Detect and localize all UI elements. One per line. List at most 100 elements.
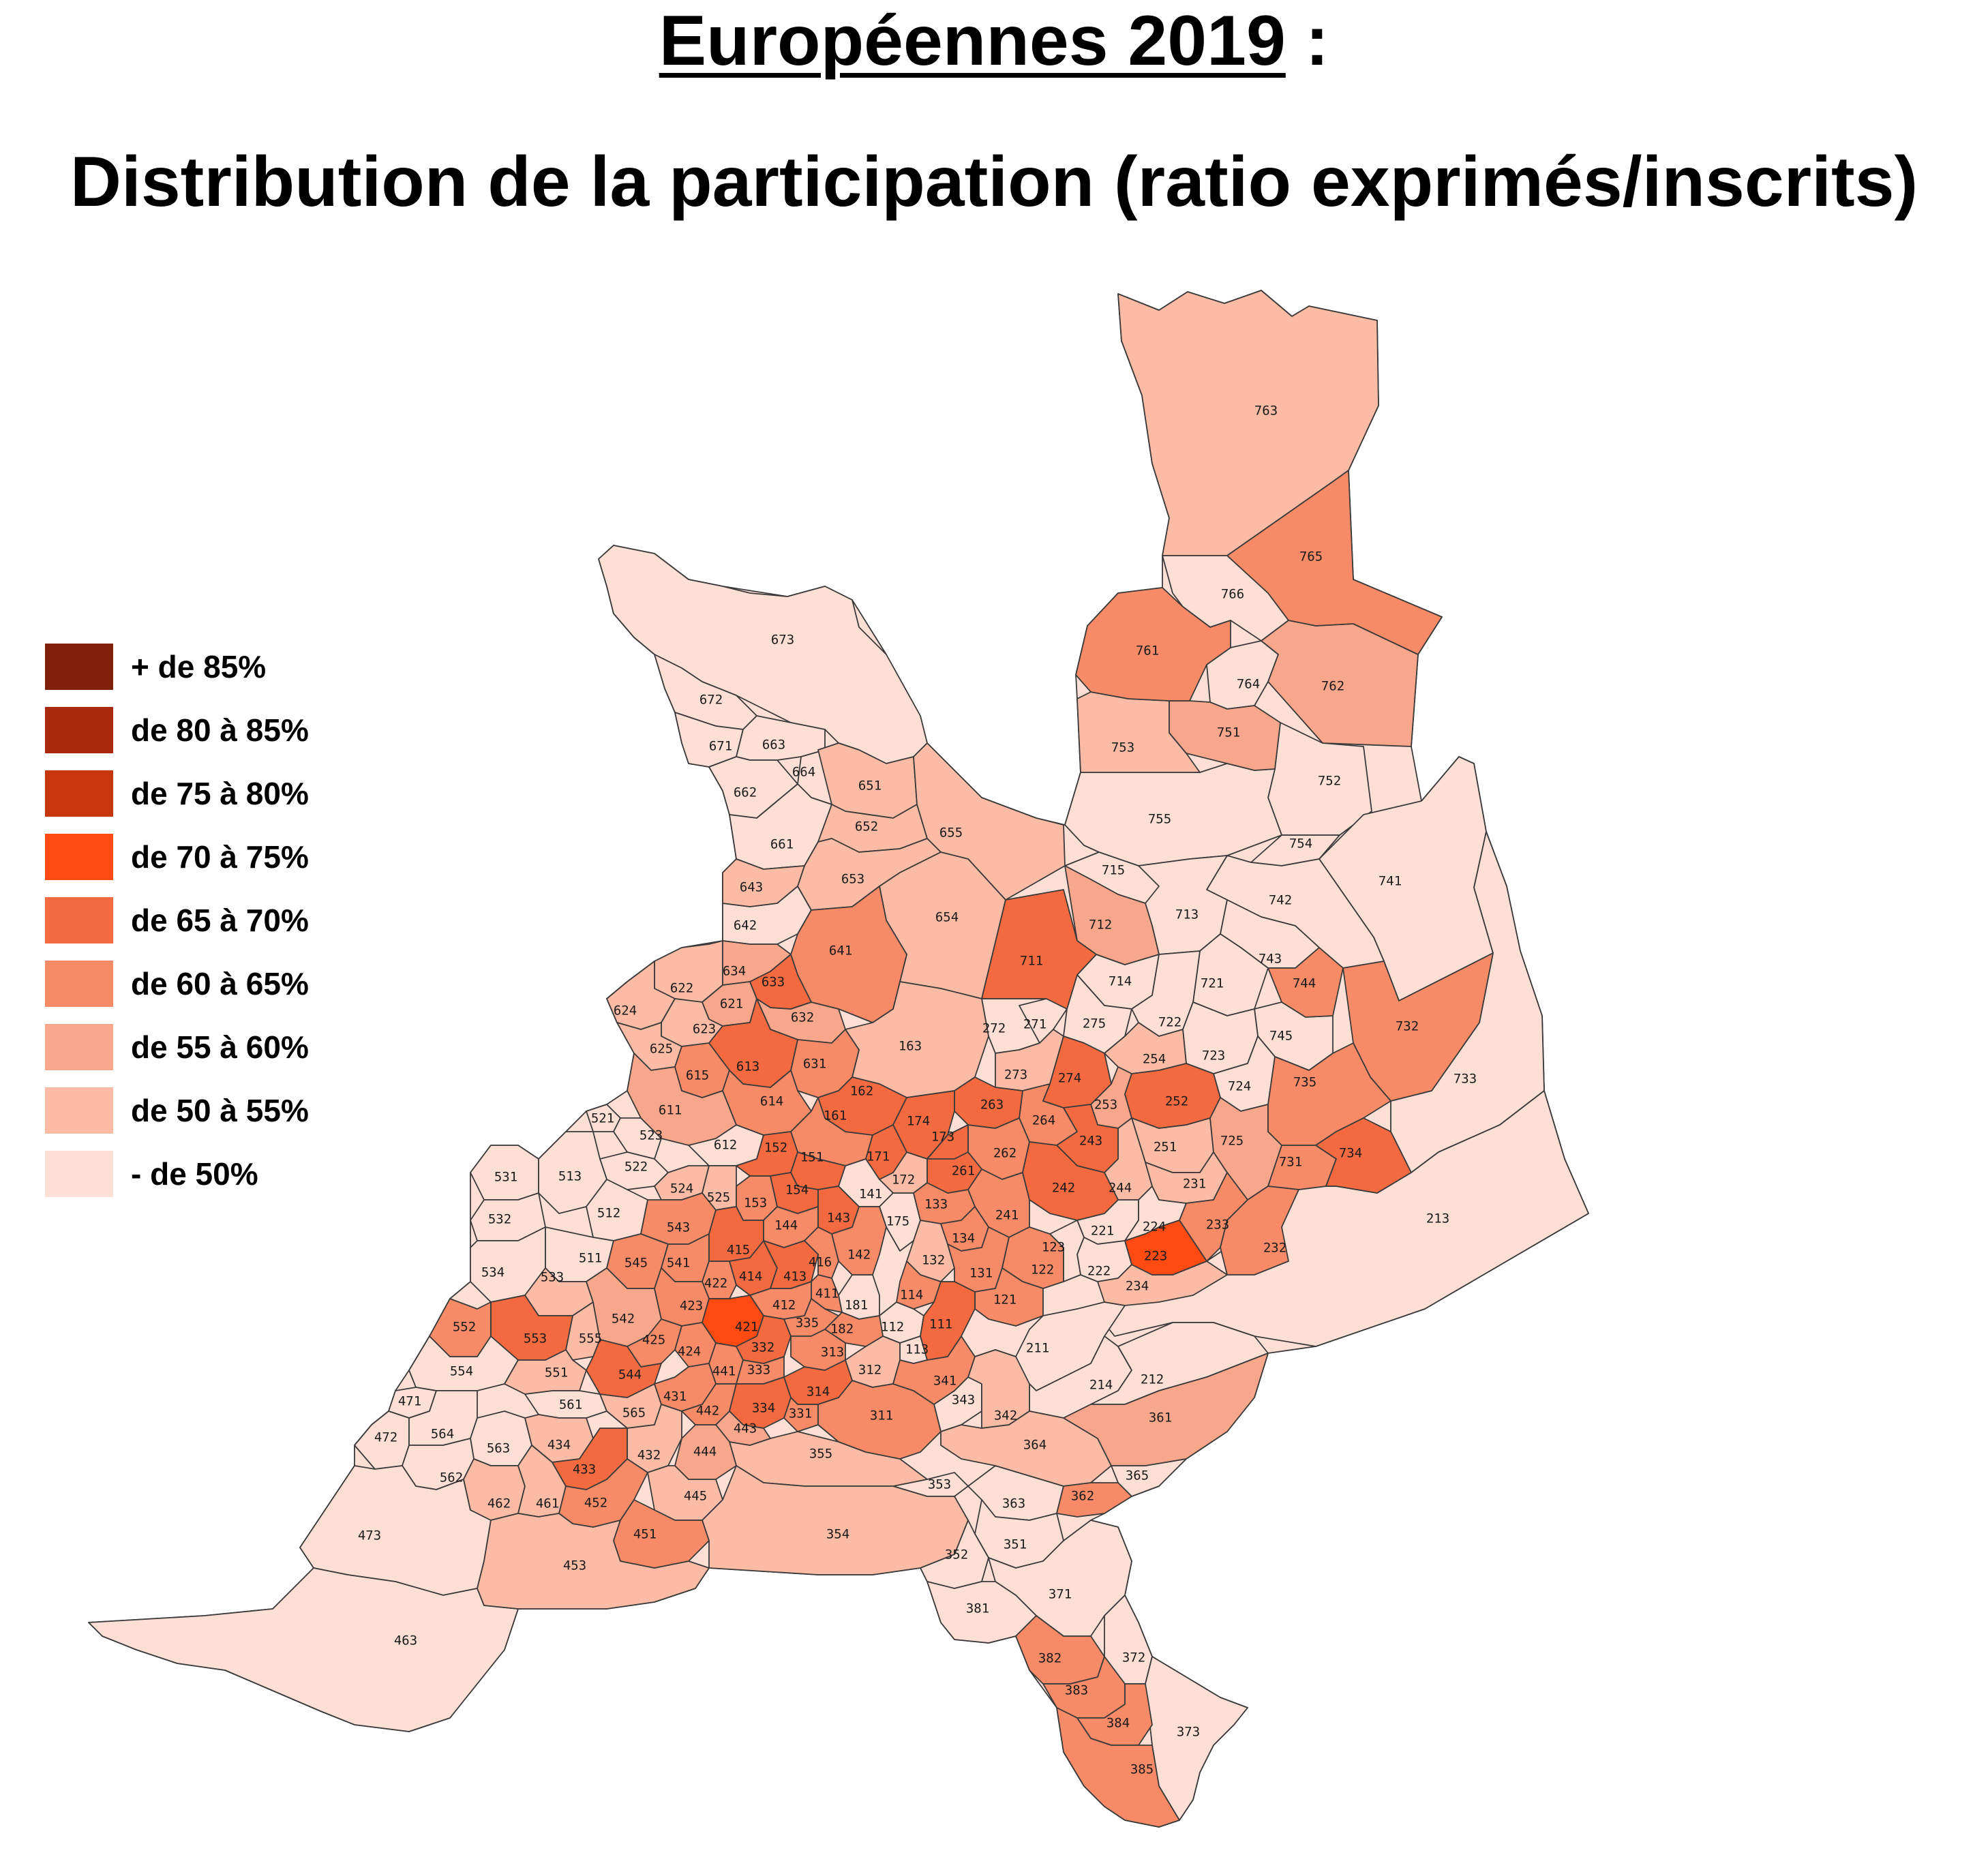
district-label-112: 112 [881, 1320, 904, 1335]
district-label-161: 161 [824, 1108, 847, 1123]
district-label-152: 152 [764, 1141, 787, 1156]
district-label-162: 162 [850, 1084, 873, 1099]
district-label-413: 413 [783, 1269, 807, 1284]
district-label-173: 173 [931, 1130, 954, 1145]
district-label-473: 473 [358, 1528, 381, 1543]
district-label-545: 545 [624, 1256, 648, 1271]
district-label-711: 711 [1020, 954, 1043, 969]
district-643 [722, 858, 805, 907]
district-label-224: 224 [1143, 1220, 1166, 1235]
district-label-755: 755 [1148, 812, 1171, 827]
district-362 [1056, 1482, 1132, 1518]
district-label-153: 153 [744, 1196, 767, 1211]
district-234 [1097, 1260, 1228, 1306]
district-label-712: 712 [1089, 918, 1112, 933]
district-label-534: 534 [481, 1265, 504, 1280]
district-label-222: 222 [1087, 1264, 1111, 1279]
legend-swatch [45, 1151, 113, 1197]
district-label-713: 713 [1175, 907, 1199, 922]
district-763 [1117, 290, 1379, 556]
district-label-252: 252 [1165, 1094, 1188, 1109]
district-label-415: 415 [727, 1243, 750, 1258]
district-label-421: 421 [735, 1320, 758, 1335]
legend-swatch [45, 1087, 113, 1134]
district-413 [763, 1240, 819, 1289]
district-314 [783, 1359, 853, 1405]
district-label-343: 343 [952, 1393, 975, 1408]
district-label-743: 743 [1259, 952, 1282, 967]
legend-item: de 65 à 70% [45, 897, 454, 946]
district-label-111: 111 [929, 1317, 952, 1332]
district-label-352: 352 [945, 1548, 968, 1562]
district-label-654: 654 [935, 910, 959, 925]
district-label-373: 373 [1177, 1725, 1200, 1740]
district-label-741: 741 [1379, 874, 1402, 889]
district-label-154: 154 [785, 1183, 809, 1198]
district-label-523: 523 [639, 1128, 663, 1143]
district-label-261: 261 [952, 1164, 975, 1179]
legend-swatch [45, 644, 113, 690]
district-462 [463, 1458, 526, 1521]
district-label-525: 525 [707, 1190, 730, 1205]
district-label-333: 333 [747, 1363, 770, 1378]
district-label-563: 563 [487, 1441, 510, 1456]
map-title: Européennes 2019 : [0, 0, 1988, 82]
district-label-634: 634 [723, 964, 746, 979]
district-563 [470, 1410, 532, 1466]
legend-label: - de 50% [131, 1156, 258, 1192]
district-label-745: 745 [1269, 1029, 1293, 1044]
legend-label: de 70 à 75% [131, 839, 309, 875]
district-label-241: 241 [995, 1208, 1019, 1223]
legend-label: de 80 à 85% [131, 712, 309, 748]
district-171 [865, 1124, 907, 1180]
district-label-734: 734 [1339, 1146, 1362, 1161]
district-label-172: 172 [892, 1173, 915, 1188]
map-title-main: Européennes 2019 [659, 1, 1286, 80]
district-label-631: 631 [803, 1057, 826, 1072]
district-label-671: 671 [709, 739, 732, 754]
district-label-425: 425 [642, 1333, 665, 1348]
district-label-762: 762 [1321, 679, 1344, 694]
district-label-565: 565 [622, 1406, 646, 1421]
district-label-262: 262 [993, 1146, 1016, 1161]
district-415 [708, 1206, 764, 1262]
district-label-445: 445 [684, 1489, 707, 1504]
district-label-462: 462 [487, 1496, 511, 1511]
district-761 [1075, 587, 1231, 701]
district-label-533: 533 [541, 1270, 564, 1285]
district-385 [1056, 1707, 1180, 1828]
district-label-273: 273 [1004, 1068, 1027, 1083]
legend-label: de 50 à 55% [131, 1093, 309, 1128]
district-label-624: 624 [614, 1003, 637, 1018]
district-label-651: 651 [858, 779, 882, 794]
legend-label: de 75 à 80% [131, 776, 309, 811]
district-label-611: 611 [659, 1103, 682, 1118]
district-182 [824, 1312, 884, 1347]
district-label-641: 641 [829, 943, 852, 958]
district-label-615: 615 [686, 1068, 709, 1083]
district-label-365: 365 [1126, 1468, 1149, 1483]
district-label-522: 522 [624, 1160, 648, 1175]
district-label-412: 412 [772, 1298, 796, 1313]
district-242 [1022, 1141, 1119, 1221]
district-label-271: 271 [1023, 1017, 1046, 1032]
district-label-434: 434 [547, 1438, 571, 1453]
district-label-731: 731 [1279, 1155, 1302, 1170]
district-553 [490, 1295, 573, 1361]
district-label-274: 274 [1058, 1071, 1081, 1086]
district-label-362: 362 [1071, 1489, 1094, 1504]
district-label-751: 751 [1217, 725, 1240, 740]
district-label-614: 614 [760, 1094, 783, 1109]
district-label-335: 335 [796, 1316, 819, 1331]
district-label-341: 341 [933, 1374, 957, 1389]
district-label-766: 766 [1221, 587, 1244, 602]
district-label-181: 181 [845, 1298, 868, 1313]
district-label-752: 752 [1318, 774, 1341, 789]
district-433 [552, 1428, 628, 1490]
legend-item: + de 85% [45, 644, 454, 693]
district-label-764: 764 [1237, 677, 1260, 692]
district-label-314: 314 [807, 1385, 830, 1400]
district-label-763: 763 [1254, 404, 1278, 419]
map-subtitle: Distribution de la participation (ratio … [70, 142, 1918, 222]
